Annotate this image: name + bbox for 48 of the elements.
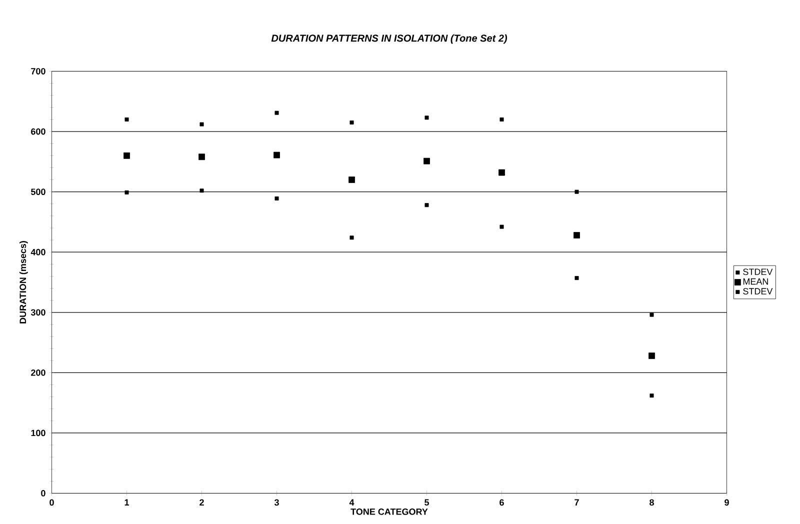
x-tick-label: 4 — [349, 499, 354, 506]
x-tick-label: 1 — [124, 499, 130, 506]
x-tick-label: 8 — [650, 499, 654, 506]
point — [350, 236, 354, 240]
point — [124, 190, 129, 194]
point — [574, 276, 579, 280]
y-tick-label: 100 — [31, 430, 46, 436]
point — [574, 232, 580, 238]
point — [350, 120, 354, 124]
point — [124, 152, 130, 159]
legend-label: STDEV — [743, 268, 773, 275]
point — [650, 312, 654, 317]
y-tick-label: 200 — [31, 369, 46, 376]
point — [650, 394, 654, 398]
point — [574, 190, 579, 194]
x-tick-label: 7 — [574, 499, 579, 506]
legend-label: STDEV — [743, 288, 773, 294]
point — [348, 176, 355, 183]
point — [274, 196, 279, 200]
point — [500, 117, 504, 122]
point — [648, 352, 655, 359]
point — [500, 224, 504, 229]
y-axis-title: DURATION (msecs) — [19, 241, 28, 324]
point — [198, 154, 205, 160]
point — [498, 169, 505, 176]
x-tick-label: 3 — [274, 499, 279, 506]
point — [424, 203, 429, 208]
x-tick-label: 5 — [424, 499, 430, 506]
point — [200, 122, 204, 126]
point — [124, 117, 129, 122]
point — [274, 110, 279, 115]
x-tick-label: 2 — [200, 499, 204, 506]
point — [200, 188, 204, 193]
point — [274, 152, 280, 158]
x-tick-label: 0 — [50, 499, 54, 506]
point — [424, 116, 429, 120]
chart-title: DURATION PATTERNS IN ISOLATION (Tone Set 2) — [271, 34, 508, 44]
y-tick-label: 400 — [30, 248, 46, 256]
y-tick-label: 700 — [31, 68, 46, 74]
x-tick-label: 9 — [724, 499, 729, 506]
x-tick-label: 6 — [500, 499, 504, 506]
y-tick-label: 0 — [41, 490, 46, 496]
y-tick-label: 300 — [30, 309, 46, 316]
y-tick-label: 500 — [30, 188, 46, 196]
y-tick-label: 600 — [31, 128, 46, 135]
legend-label: MEAN — [743, 278, 768, 285]
point — [424, 158, 430, 164]
x-axis-title: TONE CATEGORY — [350, 508, 428, 515]
